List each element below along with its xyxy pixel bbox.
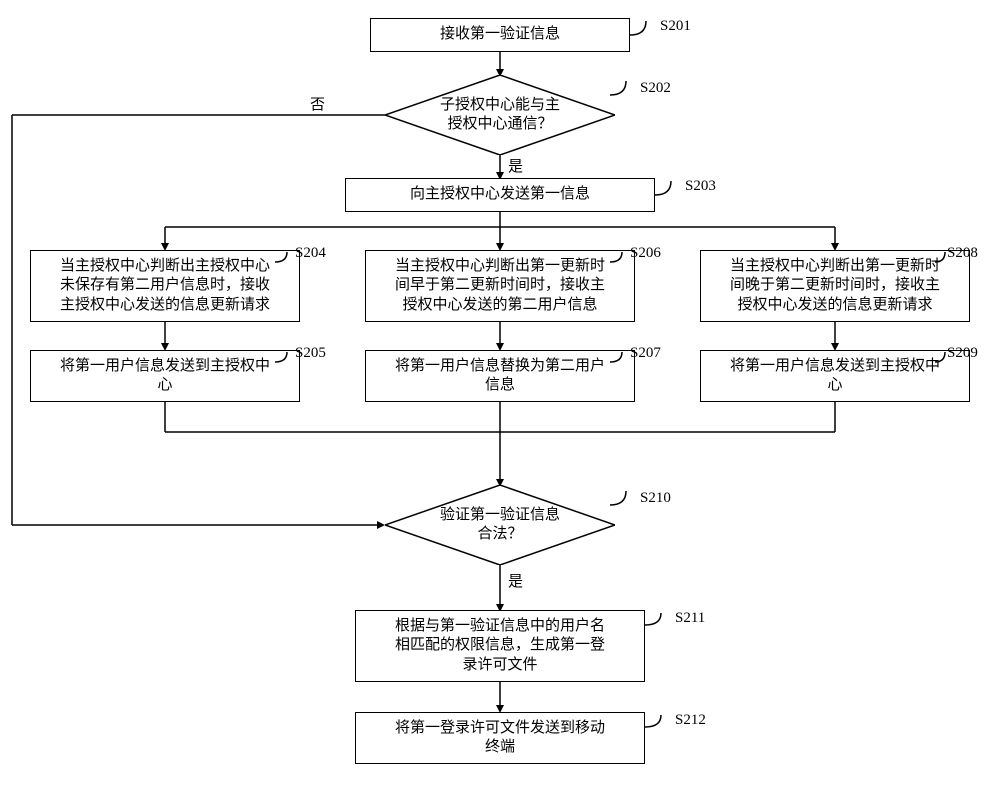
node-s208-text: 当主授权中心判断出第一更新时间晚于第二更新时间时，接收主授权中心发送的信息更新请… [730,257,940,316]
edge-s210-s211 [494,565,506,613]
node-s212-text: 将第一登录许可文件发送到移动终端 [395,719,605,758]
step-s210: S210 [640,490,671,507]
node-s207: 将第一用户信息替换为第二用户信息 [365,350,635,402]
node-s202: 子授权中心能与主授权中心通信？ [385,75,615,155]
step-s201: S201 [660,18,691,35]
node-s206-text: 当主授权中心判断出第一更新时间早于第二更新时间时，接收主授权中心发送的第二用户信… [395,257,605,316]
edge-yes-label-1: 是 [508,155,523,176]
node-s201-text: 接收第一验证信息 [440,25,560,45]
edge-no-bypass [10,110,390,530]
node-s206: 当主授权中心判断出第一更新时间早于第二更新时间时，接收主授权中心发送的第二用户信… [365,250,635,322]
brace-s201 [630,18,660,48]
brace-s209 [935,350,955,370]
node-s209: 将第一用户信息发送到主授权中心 [700,350,970,402]
brace-s212 [645,712,675,737]
node-s207-text: 将第一用户信息替换为第二用户信息 [395,357,605,396]
step-s203: S203 [685,178,716,195]
node-s208: 当主授权中心判断出第一更新时间晚于第二更新时间时，接收主授权中心发送的信息更新请… [700,250,970,322]
edge-s206-s207 [494,322,506,352]
node-s211: 根据与第一验证信息中的用户名相匹配的权限信息，生成第一登录许可文件 [355,610,645,682]
edge-s211-s212 [494,682,506,714]
brace-s206 [610,250,635,270]
step-s202: S202 [640,80,671,97]
brace-s210 [610,485,640,515]
brace-s207 [610,350,635,370]
node-s203-text: 向主授权中心发送第一信息 [410,185,590,205]
node-s201: 接收第一验证信息 [370,18,630,52]
brace-s208 [935,250,955,270]
node-s203: 向主授权中心发送第一信息 [345,178,655,212]
node-s210-text: 验证第一验证信息合法？ [440,506,560,545]
brace-s203 [655,178,685,208]
node-s209-text: 将第一用户信息发送到主授权中心 [730,357,940,396]
edge-yes-label-2: 是 [508,570,523,591]
node-s212: 将第一登录许可文件发送到移动终端 [355,712,645,764]
brace-s202 [610,75,640,105]
node-s210: 验证第一验证信息合法？ [385,485,615,565]
step-s212: S212 [675,712,706,729]
brace-s211 [645,610,675,635]
edge-s208-s209 [829,322,841,352]
step-s211: S211 [675,610,705,627]
node-s211-text: 根据与第一验证信息中的用户名相匹配的权限信息，生成第一登录许可文件 [395,617,605,676]
node-s202-text: 子授权中心能与主授权中心通信？ [440,96,560,135]
